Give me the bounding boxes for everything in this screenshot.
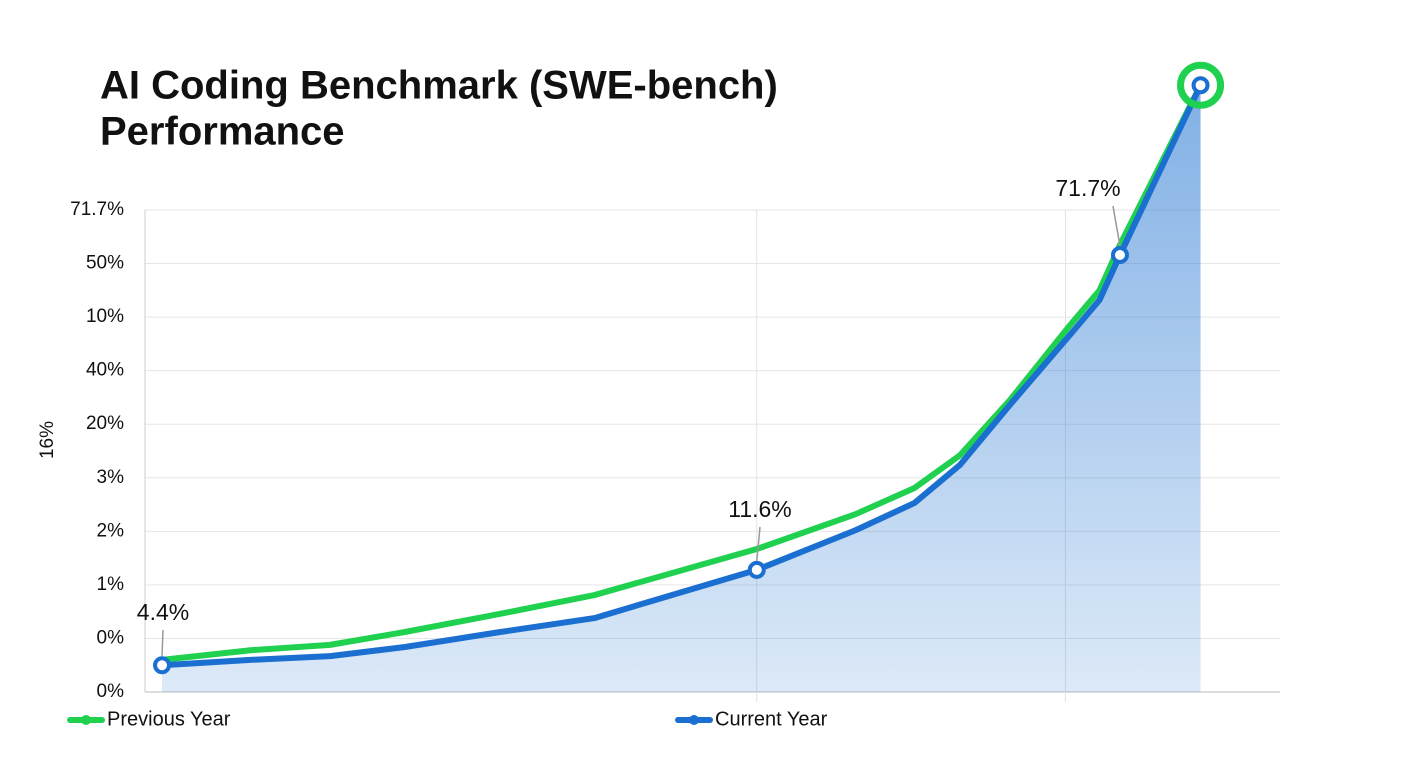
annotation-leader <box>161 629 164 657</box>
legend-label: Previous Year <box>107 708 231 730</box>
line-series <box>159 82 1204 669</box>
y-tick-label: 2% <box>97 520 125 541</box>
y-tick-label: 71.7% <box>70 199 124 220</box>
chart-title: AI Coding Benchmark (SWE-bench) <box>100 64 778 108</box>
point <box>153 656 172 675</box>
y-tick-label: 20% <box>86 413 124 434</box>
point <box>1191 76 1210 95</box>
legend-label: Current Year <box>715 708 828 730</box>
y-tick-label: 40% <box>86 360 124 381</box>
chart-subtitle: Performance <box>100 110 345 154</box>
annotation-leader <box>756 526 761 561</box>
y-tick-label: 50% <box>86 253 124 274</box>
annotation-leader <box>1112 205 1121 247</box>
y-tick-label: 3% <box>97 467 125 488</box>
legend-dot <box>689 715 699 725</box>
annotation: 71.7% <box>1055 175 1120 201</box>
y-tick-label: 0% <box>97 627 125 648</box>
line-series <box>159 82 1204 663</box>
area <box>162 85 1201 692</box>
highlight-ring <box>1177 61 1225 109</box>
legend-dot <box>81 715 91 725</box>
y-tick-label: 0% <box>97 681 125 702</box>
y-tick-label: 10% <box>86 306 124 327</box>
annotation: 11.6% <box>728 496 792 522</box>
y-tick-label: 1% <box>97 574 125 595</box>
y-axis-label: 16% <box>37 421 58 459</box>
annotation: 4.4% <box>137 599 189 625</box>
point <box>747 560 766 579</box>
point <box>1110 245 1129 264</box>
